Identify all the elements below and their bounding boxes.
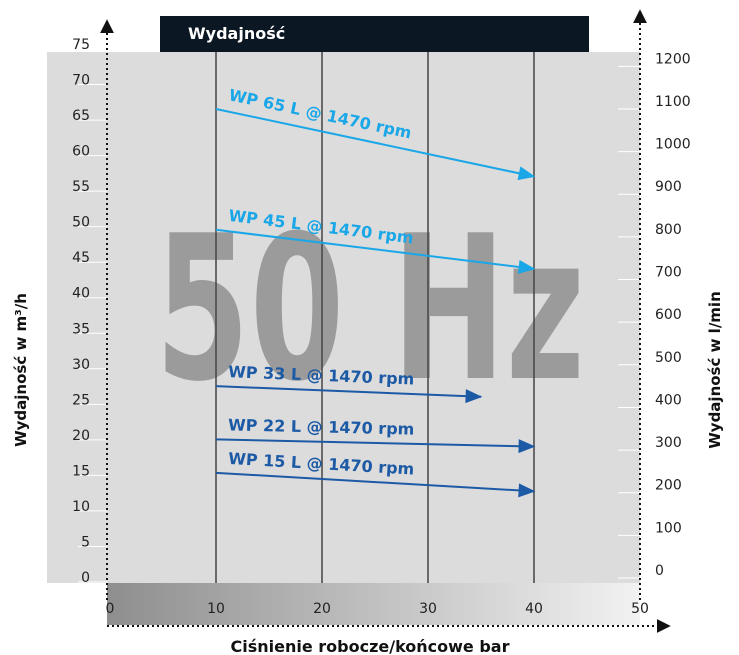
left-tick-label: 35 bbox=[72, 321, 90, 337]
chart-title: Wydajność bbox=[188, 24, 285, 43]
series-line bbox=[215, 471, 536, 498]
left-tick-label: 5 bbox=[81, 534, 90, 550]
right-tick-label: 500 bbox=[655, 350, 682, 366]
left-tick-label: 20 bbox=[72, 428, 90, 444]
x-tick-label: 0 bbox=[106, 601, 115, 617]
right-y-axis: 0 100 200 300 400 500 600 700 800 900 1000 1100 1200 bbox=[618, 51, 691, 579]
series-line bbox=[215, 107, 536, 181]
right-tick-label: 1200 bbox=[655, 51, 691, 67]
x-axis: 0 10 20 30 40 50 bbox=[106, 601, 649, 617]
left-tick-label: 75 bbox=[72, 37, 90, 53]
left-tick-label: 30 bbox=[72, 357, 90, 373]
x-axis-band bbox=[107, 583, 640, 625]
x-tick-label: 30 bbox=[419, 601, 437, 617]
series-line bbox=[215, 438, 536, 454]
y-axis-label-left: Wydajność w m³/h bbox=[12, 293, 30, 447]
right-tick-label: 900 bbox=[655, 179, 682, 195]
right-tick-label: 200 bbox=[655, 478, 682, 494]
series-line bbox=[215, 228, 536, 274]
series-line bbox=[215, 385, 483, 404]
left-tick-label: 0 bbox=[81, 570, 90, 586]
left-tick-label: 15 bbox=[72, 463, 90, 479]
left-tick-label: 40 bbox=[72, 286, 90, 302]
left-tick-label: 65 bbox=[72, 108, 90, 124]
left-tick-label: 50 bbox=[72, 215, 90, 231]
right-tick-label: 700 bbox=[655, 265, 682, 281]
x-tick-label: 50 bbox=[631, 601, 649, 617]
left-tick-label: 45 bbox=[72, 250, 90, 266]
left-tick-label: 25 bbox=[72, 392, 90, 408]
x-tick-label: 10 bbox=[207, 601, 225, 617]
left-tick-label: 70 bbox=[72, 73, 90, 89]
x-axis-label: Ciśnienie robocze/końcowe bar bbox=[230, 637, 509, 655]
left-tick-label: 10 bbox=[72, 499, 90, 515]
x-tick-label: 20 bbox=[313, 601, 331, 617]
right-tick-label: 400 bbox=[655, 392, 682, 408]
right-tick-label: 100 bbox=[655, 520, 682, 536]
left-y-axis: 0 5 10 15 20 25 30 35 40 45 50 55 60 65 70 75 bbox=[72, 37, 107, 586]
right-tick-label: 300 bbox=[655, 435, 682, 451]
plot-area bbox=[47, 52, 640, 583]
left-tick-label: 60 bbox=[72, 144, 90, 160]
x-tick-label: 40 bbox=[525, 601, 543, 617]
right-tick-label: 600 bbox=[655, 307, 682, 323]
title-box bbox=[160, 16, 589, 52]
right-tick-label: 0 bbox=[655, 563, 664, 579]
right-tick-label: 1000 bbox=[655, 137, 691, 153]
left-tick-label: 55 bbox=[72, 179, 90, 195]
series-label: WP 22 L @ 1470 rpm bbox=[228, 415, 415, 438]
right-tick-label: 800 bbox=[655, 222, 682, 238]
right-tick-label: 1100 bbox=[655, 94, 691, 110]
y-axis-label-right: Wydajność w l/min bbox=[706, 291, 724, 449]
